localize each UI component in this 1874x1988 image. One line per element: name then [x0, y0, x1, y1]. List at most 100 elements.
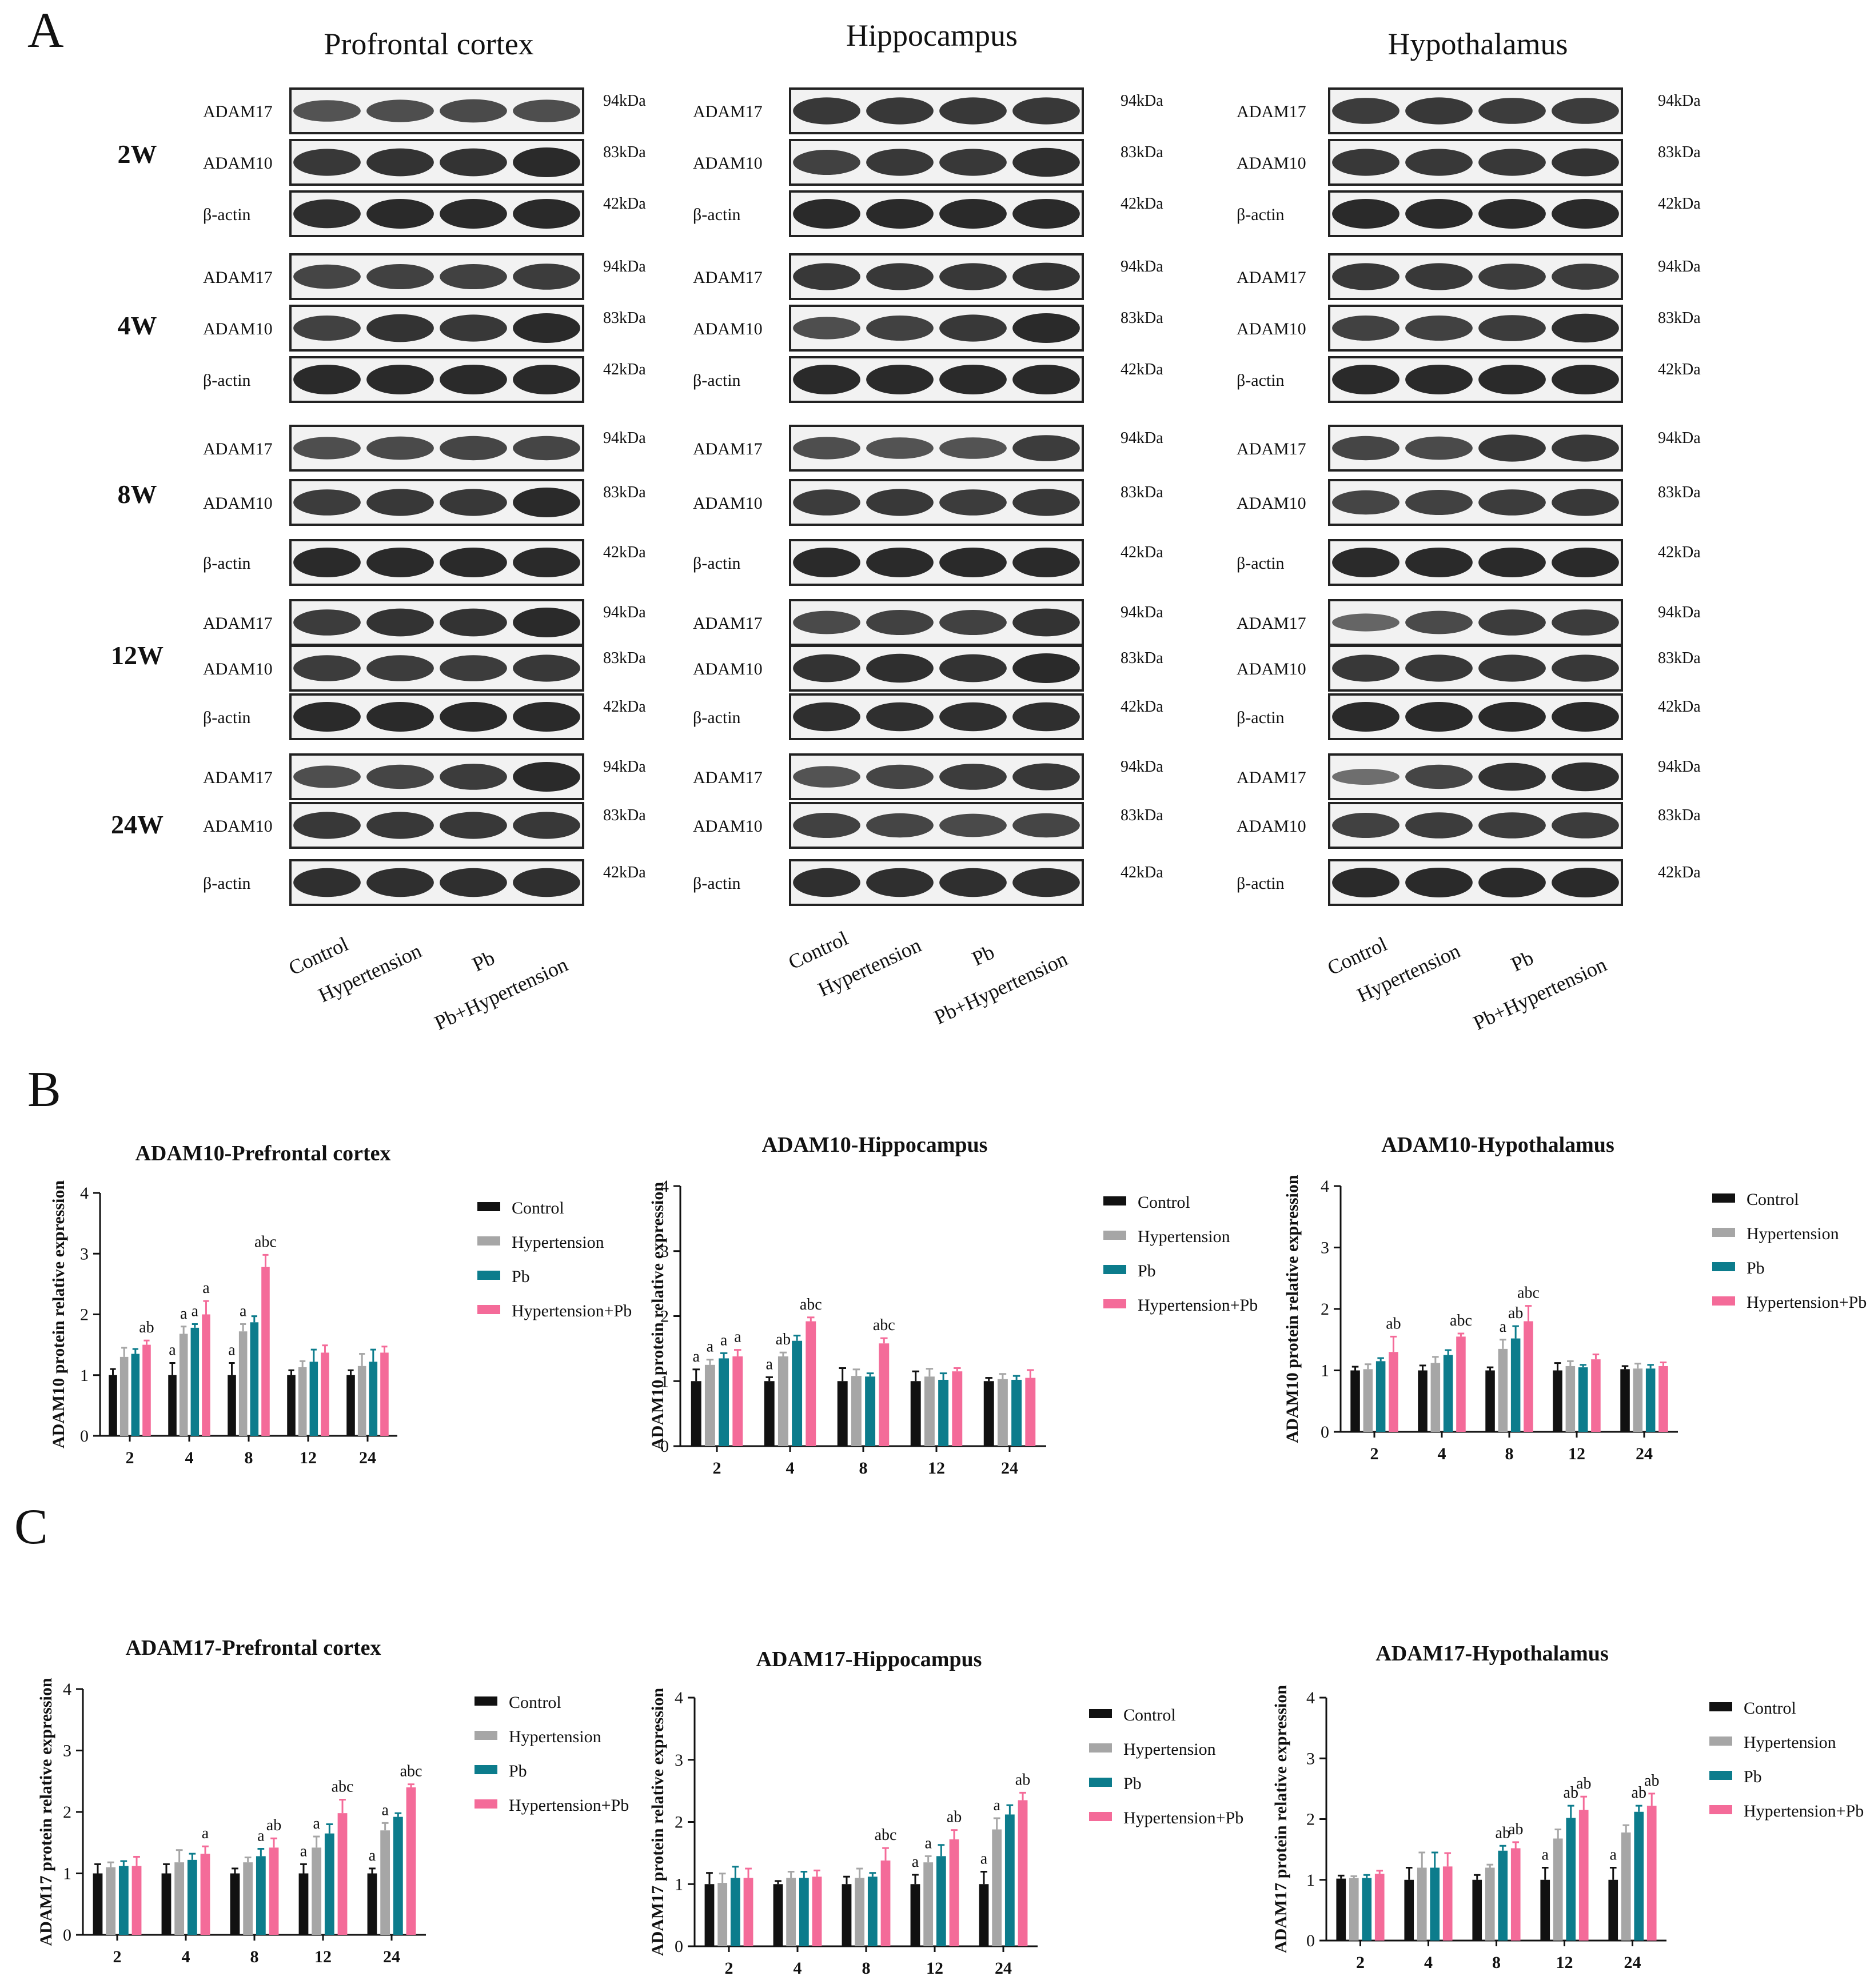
bar [1456, 1336, 1466, 1432]
bar [704, 1884, 715, 1946]
bar [777, 1356, 788, 1446]
y-tick-label: 0 [80, 1427, 89, 1446]
blot-band [366, 868, 434, 897]
kda-label: 42kDa [603, 195, 646, 213]
x-tick-label: 12 [314, 1947, 332, 1966]
significance-label: ab [1508, 1304, 1523, 1322]
bar [200, 1854, 210, 1935]
legend-label: Control [509, 1693, 561, 1712]
blot-band [1332, 149, 1399, 176]
blot-band [866, 702, 934, 732]
blot-strip-1-0-2 [789, 190, 1084, 237]
blot-band [366, 436, 434, 460]
bar [1375, 1361, 1386, 1432]
x-tick-label: 2 [113, 1947, 122, 1966]
blot-band [293, 149, 361, 176]
bar [228, 1375, 236, 1436]
legend-label: Hypertension+Pb [1138, 1296, 1258, 1315]
blot-band [1552, 609, 1619, 636]
blot-band [1405, 702, 1473, 732]
blot-strip-2-3-1 [1328, 645, 1623, 692]
blot-band [866, 764, 934, 789]
bar [1442, 1866, 1453, 1941]
blot-band [293, 702, 361, 732]
protein-label: ADAM17 [693, 102, 763, 121]
legend-swatch [1712, 1228, 1735, 1237]
y-tick-label: 2 [80, 1306, 89, 1324]
bar [369, 1362, 378, 1436]
protein-label: ADAM17 [203, 614, 273, 633]
y-tick-label: 3 [63, 1742, 71, 1761]
kda-label: 42kDa [1658, 698, 1701, 716]
timepoint-label-8W: 8W [118, 480, 157, 509]
protein-label: β-actin [693, 205, 741, 224]
kda-label: 94kDa [603, 258, 646, 276]
protein-label: ADAM17 [693, 268, 763, 287]
kda-label: 83kDa [603, 649, 646, 667]
blot-band [440, 608, 507, 637]
blot-band [1012, 435, 1080, 461]
x-tick-label: 12 [928, 1459, 945, 1478]
blot-strip-1-1-2 [789, 356, 1084, 403]
protein-label: β-actin [1237, 554, 1285, 573]
blot-band [793, 489, 860, 516]
kda-label: 83kDa [1121, 484, 1163, 501]
kda-label: 94kDa [603, 604, 646, 621]
blot-band [366, 199, 434, 229]
y-tick-label: 4 [1306, 1688, 1315, 1707]
legend-label: Pb [1123, 1774, 1142, 1793]
bar [764, 1381, 775, 1446]
blot-band [1332, 868, 1399, 897]
blot-strip-0-3-0 [289, 599, 584, 646]
bar [131, 1866, 142, 1935]
legend-label: Hypertension+Pb [512, 1302, 632, 1320]
blot-band [939, 437, 1007, 459]
blot-strip-0-2-0 [289, 425, 584, 472]
legend-swatch [1089, 1812, 1112, 1821]
bar [786, 1878, 796, 1946]
legend-swatch [1103, 1196, 1126, 1205]
y-axis-label: ADAM10 protein relative expression [648, 1182, 667, 1450]
legend-swatch [475, 1765, 497, 1774]
bar [1591, 1359, 1601, 1432]
bar [1553, 1370, 1562, 1432]
blot-band [793, 702, 860, 732]
legend-label: Pb [509, 1762, 527, 1781]
blot-band [366, 264, 434, 289]
y-axis-label: ADAM10 protein relative expression [49, 1180, 68, 1448]
blot-band [293, 609, 361, 636]
blot-band [440, 314, 507, 342]
legend-swatch [477, 1202, 500, 1211]
kda-label: 94kDa [603, 758, 646, 776]
blot-band [513, 147, 580, 177]
blot-band [1478, 609, 1546, 636]
x-tick-label: 8 [250, 1947, 259, 1966]
kda-label: 42kDa [603, 864, 646, 881]
blot-band [939, 489, 1007, 516]
protein-label: ADAM10 [203, 494, 273, 513]
bar [380, 1830, 390, 1935]
bar [806, 1321, 816, 1446]
blot-strip-2-0-2 [1328, 190, 1623, 237]
bar [312, 1847, 322, 1935]
protein-label: ADAM10 [693, 494, 763, 513]
blot-band [793, 263, 860, 290]
y-tick-label: 4 [1321, 1177, 1329, 1196]
kda-label: 42kDa [603, 544, 646, 561]
bar [867, 1877, 878, 1946]
bar [1485, 1867, 1495, 1941]
blot-band [793, 654, 860, 682]
x-tick-label: 4 [182, 1947, 190, 1966]
bar [1389, 1352, 1398, 1432]
blot-band [793, 365, 860, 394]
protein-label: ADAM10 [203, 320, 273, 338]
bar [949, 1839, 959, 1946]
legend-swatch [1089, 1743, 1112, 1753]
blot-strip-2-2-2 [1328, 539, 1623, 586]
kda-label: 94kDa [1121, 758, 1163, 776]
blot-band [366, 99, 434, 122]
bar [230, 1873, 240, 1935]
blot-band [1332, 98, 1399, 124]
y-tick-label: 0 [63, 1926, 71, 1945]
bar [269, 1847, 279, 1935]
